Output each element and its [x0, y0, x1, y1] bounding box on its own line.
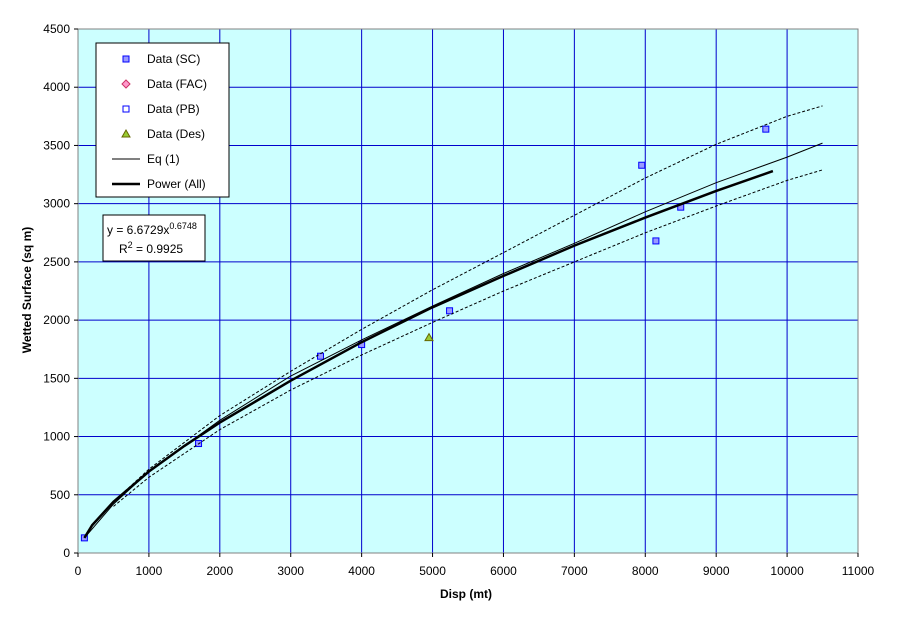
data-point-data-des — [424, 332, 434, 342]
plot-border — [77, 28, 859, 554]
equation-annotation: y = 6.6729x0.6748 R2 = 0.9925 — [102, 214, 206, 262]
x-tick-label: 1000 — [136, 564, 163, 578]
y-tick-label: 4000 — [43, 80, 70, 94]
x-tick-label: 5000 — [419, 564, 446, 578]
r2-prefix: R — [119, 242, 128, 256]
x-tick-label: 0 — [75, 564, 82, 578]
x-tick-label: 8000 — [632, 564, 659, 578]
legend-box — [95, 42, 230, 198]
legend: Data (SC) Data (FAC) Data (PB) Data (Des) Eq… — [95, 42, 230, 198]
x-tick-label: 10000 — [770, 564, 804, 578]
legend-label-data-fac: Data (FAC) — [147, 77, 207, 91]
x-tick-label: 6000 — [490, 564, 517, 578]
y-tick-label: 500 — [50, 488, 70, 502]
equation-exponent: 0.6748 — [169, 221, 197, 231]
data-point-data-sc — [446, 307, 454, 315]
equation-text: y = 6.6729x0.6748 — [107, 221, 197, 237]
y-tick-label: 1000 — [43, 430, 70, 444]
data-point-data-sc — [762, 125, 770, 133]
series-line-band-6 — [113, 105, 823, 503]
y-tick-label: 2000 — [43, 313, 70, 327]
r-squared-text: R2 = 0.9925 — [119, 240, 183, 256]
legend-label-data-sc: Data (SC) — [147, 52, 200, 66]
data-point-data-sc — [638, 161, 646, 169]
x-tick-label: 4000 — [348, 564, 375, 578]
legend-label-data-pb: Data (PB) — [147, 102, 200, 116]
legend-label-data-des: Data (Des) — [147, 127, 205, 141]
axes: 0 1000 2000 3000 4000 5000 6000 7000 8000 9000 100… — [43, 22, 874, 578]
legend-label-eq-1: Eq (1) — [147, 152, 180, 166]
legend-swatch-data-fac — [121, 79, 131, 89]
legend-swatch-data-des — [121, 128, 131, 138]
y-tick-label: 2500 — [43, 255, 70, 269]
legend-swatch-data-sc — [122, 55, 130, 63]
y-axis-title: Wetted Surface (sq m) — [20, 227, 34, 353]
legend-label-power-all: Power (All) — [147, 177, 206, 191]
x-tick-label: 3000 — [277, 564, 304, 578]
r2-suffix: = 0.9925 — [133, 242, 184, 256]
y-tick-label: 3500 — [43, 138, 70, 152]
y-tick-label: 1500 — [43, 371, 70, 385]
data-point-data-sc — [652, 237, 660, 245]
legend-swatch-data-pb — [122, 105, 130, 113]
x-tick-label: 11000 — [842, 564, 875, 578]
y-tick-label: 4500 — [43, 22, 70, 36]
y-tick-label: 0 — [63, 546, 70, 560]
series-layer — [80, 105, 823, 542]
equation-prefix: y = 6.6729x — [107, 223, 169, 237]
x-tick-label: 2000 — [206, 564, 233, 578]
y-tick-label: 3000 — [43, 197, 70, 211]
x-axis-title: Disp (mt) — [440, 587, 492, 601]
equation-box — [102, 214, 206, 262]
x-tick-label: 9000 — [703, 564, 730, 578]
r2-exponent: 2 — [128, 240, 133, 250]
series-line-band-7 — [113, 169, 823, 507]
x-tick-label: 7000 — [561, 564, 588, 578]
